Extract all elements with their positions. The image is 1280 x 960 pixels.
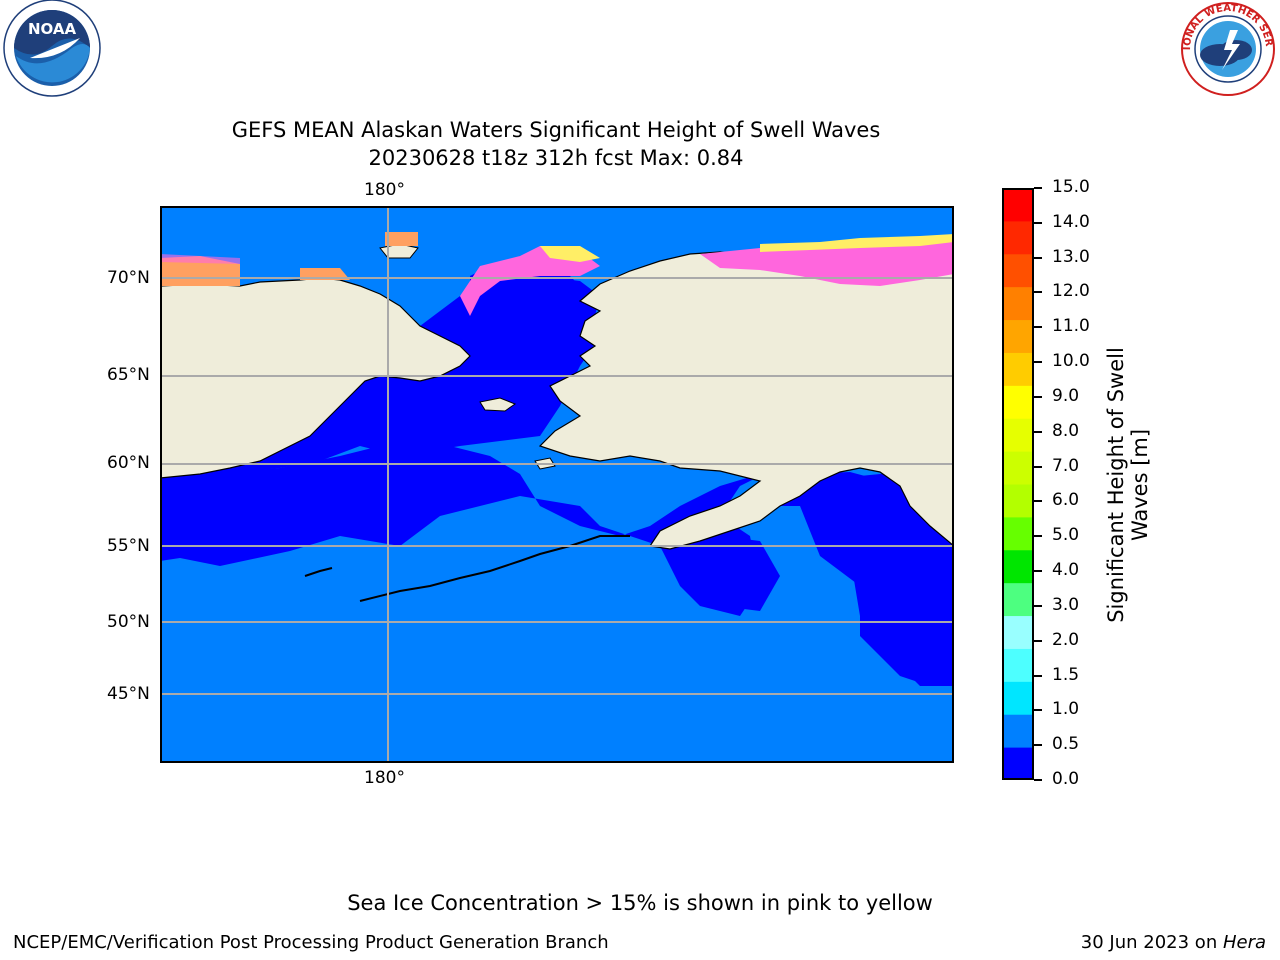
colorbar-tick-label: 5.0 [1052,525,1079,545]
colorbar-tick-label: 4.0 [1052,560,1079,580]
colorbar-swatch [1002,681,1034,714]
lat-label-70n: 70°N [107,268,150,288]
colorbar-tick-mark [1034,675,1042,677]
colorbar-tick-label: 2.0 [1052,630,1079,650]
colorbar-tick-label: 12.0 [1052,281,1090,301]
colorbar-tick-label: 0.5 [1052,734,1079,754]
colorbar-swatch [1002,747,1034,780]
colorbar-tick-mark [1034,466,1042,468]
sea-ice-wrangel [385,232,418,246]
nws-logo: NATIONAL WEATHER SERVICE [1178,0,1278,98]
colorbar-swatch [1002,418,1034,451]
map-canvas [160,206,954,763]
sea-ice-note: Sea Ice Concentration > 15% is shown in … [0,891,1280,915]
colorbar-swatch [1002,221,1034,254]
colorbar-swatch [1002,517,1034,550]
colorbar-tick-label: 15.0 [1052,177,1090,197]
colorbar-tick-mark [1034,535,1042,537]
colorbar-tick-mark [1034,570,1042,572]
map-panel [160,206,954,763]
colorbar-swatch [1002,583,1034,616]
lat-label-55n: 55°N [107,536,150,556]
lat-label-65n: 65°N [107,365,150,385]
lon-label-bottom: 180° [364,768,405,788]
colorbar-tick-mark [1034,431,1042,433]
colorbar-tick-label: 13.0 [1052,247,1090,267]
footer-date-text: 30 Jun 2023 on [1081,932,1223,953]
colorbar-swatch [1002,451,1034,484]
footer-host: Hera [1223,932,1266,953]
colorbar-swatch [1002,352,1034,385]
colorbar-swatches [1002,188,1034,780]
colorbar-tick-label: 10.0 [1052,351,1090,371]
colorbar-swatch [1002,616,1034,649]
map-title: GEFS MEAN Alaskan Waters Significant Hei… [0,118,1112,142]
colorbar-tick-label: 11.0 [1052,316,1090,336]
colorbar-tick-mark [1034,222,1042,224]
noaa-logo: NOAA [0,0,106,100]
colorbar-tick-mark [1034,744,1042,746]
colorbar-tick-mark [1034,500,1042,502]
colorbar-tick-mark [1034,291,1042,293]
lat-label-50n: 50°N [107,612,150,632]
colorbar-swatch [1002,287,1034,320]
colorbar-tick-label: 0.0 [1052,769,1079,789]
colorbar-tick-mark [1034,605,1042,607]
colorbar-tick-mark [1034,779,1042,781]
colorbar-swatch [1002,550,1034,583]
colorbar [1002,188,1034,780]
footer-branch: NCEP/EMC/Verification Post Processing Pr… [13,932,609,953]
colorbar-tick-mark [1034,326,1042,328]
colorbar-swatch [1002,714,1034,747]
lat-label-45n: 45°N [107,684,150,704]
colorbar-tick-label: 6.0 [1052,490,1079,510]
colorbar-tick-mark [1034,187,1042,189]
colorbar-tick-label: 9.0 [1052,386,1079,406]
colorbar-swatch [1002,648,1034,681]
colorbar-swatch [1002,254,1034,287]
noaa-logo-text: NOAA [28,20,77,38]
colorbar-swatch [1002,188,1034,221]
colorbar-tick-mark [1034,709,1042,711]
colorbar-tick-mark [1034,361,1042,363]
colorbar-swatch [1002,320,1034,353]
colorbar-tick-label: 7.0 [1052,456,1079,476]
colorbar-title-line2: Waves [m] [1128,347,1152,623]
colorbar-swatch [1002,385,1034,418]
colorbar-tick-label: 14.0 [1052,212,1090,232]
colorbar-title-line1: Significant Height of Swell [1104,347,1128,623]
colorbar-tick-mark [1034,257,1042,259]
colorbar-tick-label: 8.0 [1052,421,1079,441]
colorbar-tick-label: 1.0 [1052,699,1079,719]
colorbar-tick-label: 3.0 [1052,595,1079,615]
footer-date: 30 Jun 2023 on Hera [1081,932,1266,953]
colorbar-tick-label: 1.5 [1052,665,1079,685]
colorbar-swatch [1002,484,1034,517]
colorbar-tick-mark [1034,640,1042,642]
lon-label-top: 180° [364,180,405,200]
map-subtitle: 20230628 t18z 312h fcst Max: 0.84 [0,146,1112,170]
lat-label-60n: 60°N [107,453,150,473]
colorbar-tick-mark [1034,396,1042,398]
